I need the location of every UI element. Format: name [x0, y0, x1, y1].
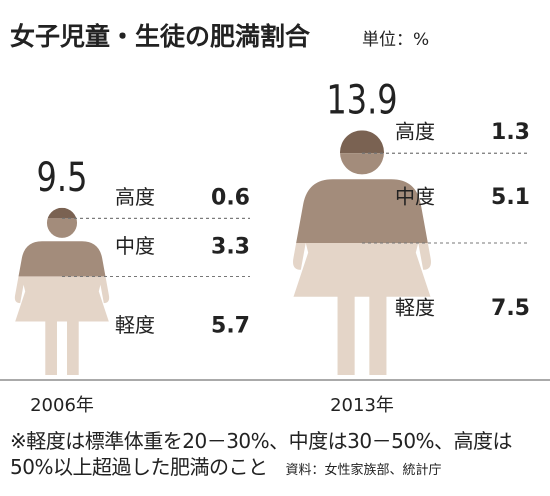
- x-tick-label: 2013年: [330, 395, 394, 416]
- legend-label: 軽度: [395, 296, 435, 320]
- x-tick-label: 2006年: [30, 395, 94, 416]
- value-label: 5.7: [211, 314, 250, 339]
- figure: [14, 207, 110, 375]
- figure: [293, 130, 431, 375]
- chart: 女子児童・生徒の肥満割合 単位：% 高度 0.6 中度 3.3 軽度 5.7 9.5 2006…: [0, 22, 550, 416]
- total-label: 9.5: [37, 153, 88, 200]
- segment: [14, 218, 110, 277]
- legend-label: 中度: [395, 185, 435, 209]
- legend-label: 軽度: [115, 313, 155, 337]
- value-label: 7.5: [491, 296, 530, 321]
- total-label: 13.9: [326, 76, 397, 123]
- value-label: 5.1: [491, 185, 530, 210]
- segment: [14, 207, 110, 219]
- value-label: 0.6: [211, 185, 250, 210]
- chart-title: 女子児童・生徒の肥満割合: [10, 22, 311, 51]
- legend-label: 高度: [115, 185, 155, 209]
- value-label: 1.3: [491, 120, 530, 145]
- legend-label: 中度: [115, 234, 155, 258]
- note: ※軽度は標準体重を20－30%、中度は30－50%、高度は50%以上超過した肥満…: [10, 429, 513, 479]
- footnote: ※軽度は標準体重を20－30%、中度は30－50%、高度は50%以上超過した肥満…: [10, 428, 545, 484]
- value-label: 3.3: [211, 234, 250, 259]
- legend-label: 高度: [395, 120, 435, 144]
- source: 資料：女性家族部、統計庁: [285, 463, 442, 478]
- segment: [14, 276, 110, 375]
- unit-label: 単位：%: [362, 30, 429, 50]
